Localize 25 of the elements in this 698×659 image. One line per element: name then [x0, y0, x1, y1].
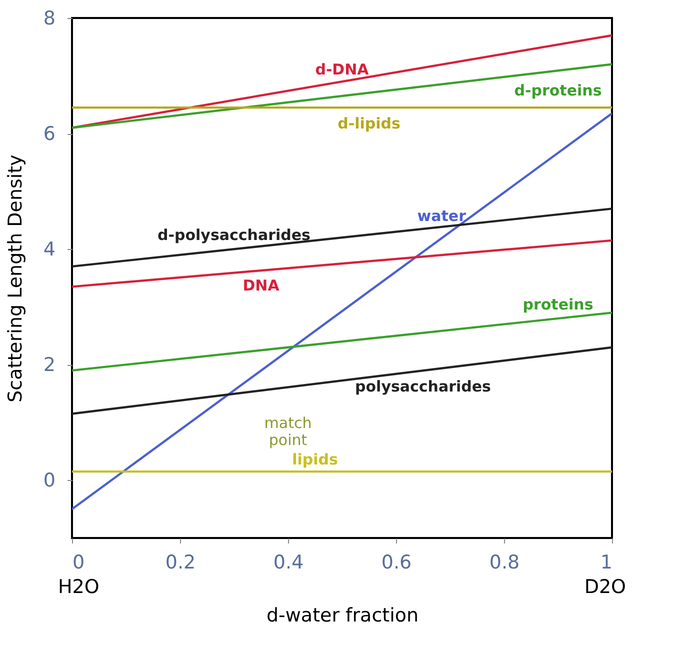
x-tick-label: 1: [600, 552, 612, 574]
series-label: lipids: [292, 450, 338, 469]
series-label: d-proteins: [514, 82, 602, 100]
x-tick-label: 0.6: [381, 552, 412, 574]
text: D2O: [584, 576, 626, 598]
y-tick-label: 0: [43, 470, 56, 492]
series-label: water: [417, 207, 467, 226]
series-label: polysaccharides: [355, 378, 492, 396]
y-axis-title: Scattering Length Density: [4, 154, 26, 402]
series-label: DNA: [242, 276, 280, 294]
annotation: match point: [264, 414, 312, 449]
y-tick-label: 8: [43, 8, 56, 30]
x-axis-title: d-water fraction: [266, 604, 419, 626]
text: H2O: [58, 576, 100, 598]
series-label: d-lipids: [338, 114, 400, 133]
y-tick-label: 2: [43, 354, 56, 376]
series-label: d-DNA: [315, 60, 370, 79]
x-tick-label: 0: [72, 552, 85, 574]
x-tick-label: 0.8: [489, 552, 520, 574]
series-label: d-polysaccharides: [158, 226, 311, 244]
y-tick-label: 4: [43, 238, 56, 261]
series-label: proteins: [522, 295, 594, 314]
x-tick-label: 0.2: [165, 552, 196, 574]
x-tick-label: 0.4: [273, 552, 304, 574]
y-tick-label: 6: [43, 123, 56, 146]
